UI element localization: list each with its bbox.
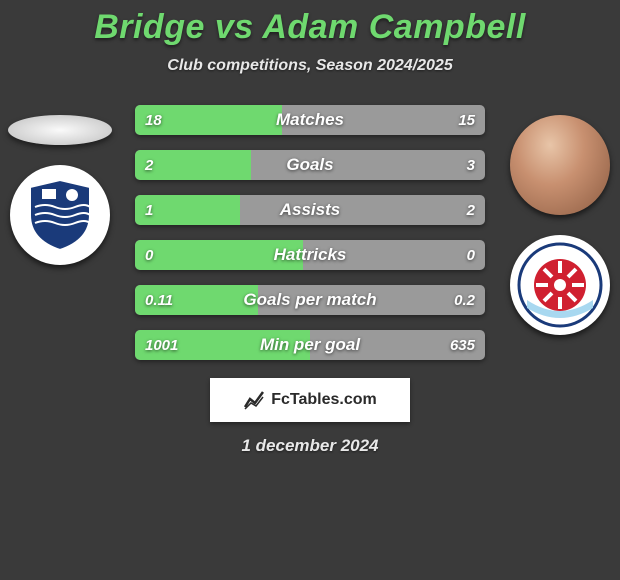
page-title: Bridge vs Adam Campbell	[0, 8, 620, 47]
stat-row: 18 Matches 15	[135, 105, 485, 135]
fctables-label: FcTables.com	[271, 391, 377, 409]
stat-value-right: 635	[440, 330, 485, 360]
stat-row: 0.11 Goals per match 0.2	[135, 285, 485, 315]
right-player-column	[510, 115, 610, 335]
stat-value-right: 3	[457, 150, 485, 180]
stat-label: Min per goal	[135, 330, 485, 360]
stat-value-right: 2	[457, 195, 485, 225]
stat-label: Goals per match	[135, 285, 485, 315]
stat-label: Goals	[135, 150, 485, 180]
stat-label: Hattricks	[135, 240, 485, 270]
player-right-club-logo	[510, 235, 610, 335]
stat-label: Assists	[135, 195, 485, 225]
left-player-column	[10, 115, 110, 265]
stat-bars: 18 Matches 15 2 Goals 3 1 Assists 2 0 Ha…	[135, 105, 485, 360]
chart-icon	[243, 389, 265, 411]
stat-value-right: 0.2	[444, 285, 485, 315]
stat-label: Matches	[135, 105, 485, 135]
stats-area: 18 Matches 15 2 Goals 3 1 Assists 2 0 Ha…	[0, 105, 620, 456]
stat-value-right: 0	[457, 240, 485, 270]
stat-row: 0 Hattricks 0	[135, 240, 485, 270]
stat-row: 1 Assists 2	[135, 195, 485, 225]
player-right-avatar	[510, 115, 610, 215]
date-line: 1 december 2024	[0, 436, 620, 456]
stat-row: 1001 Min per goal 635	[135, 330, 485, 360]
subtitle: Club competitions, Season 2024/2025	[0, 57, 620, 75]
player-left-avatar	[8, 115, 112, 145]
stat-value-right: 15	[448, 105, 485, 135]
player-left-club-logo	[10, 165, 110, 265]
stat-row: 2 Goals 3	[135, 150, 485, 180]
fctables-badge[interactable]: FcTables.com	[210, 378, 410, 422]
